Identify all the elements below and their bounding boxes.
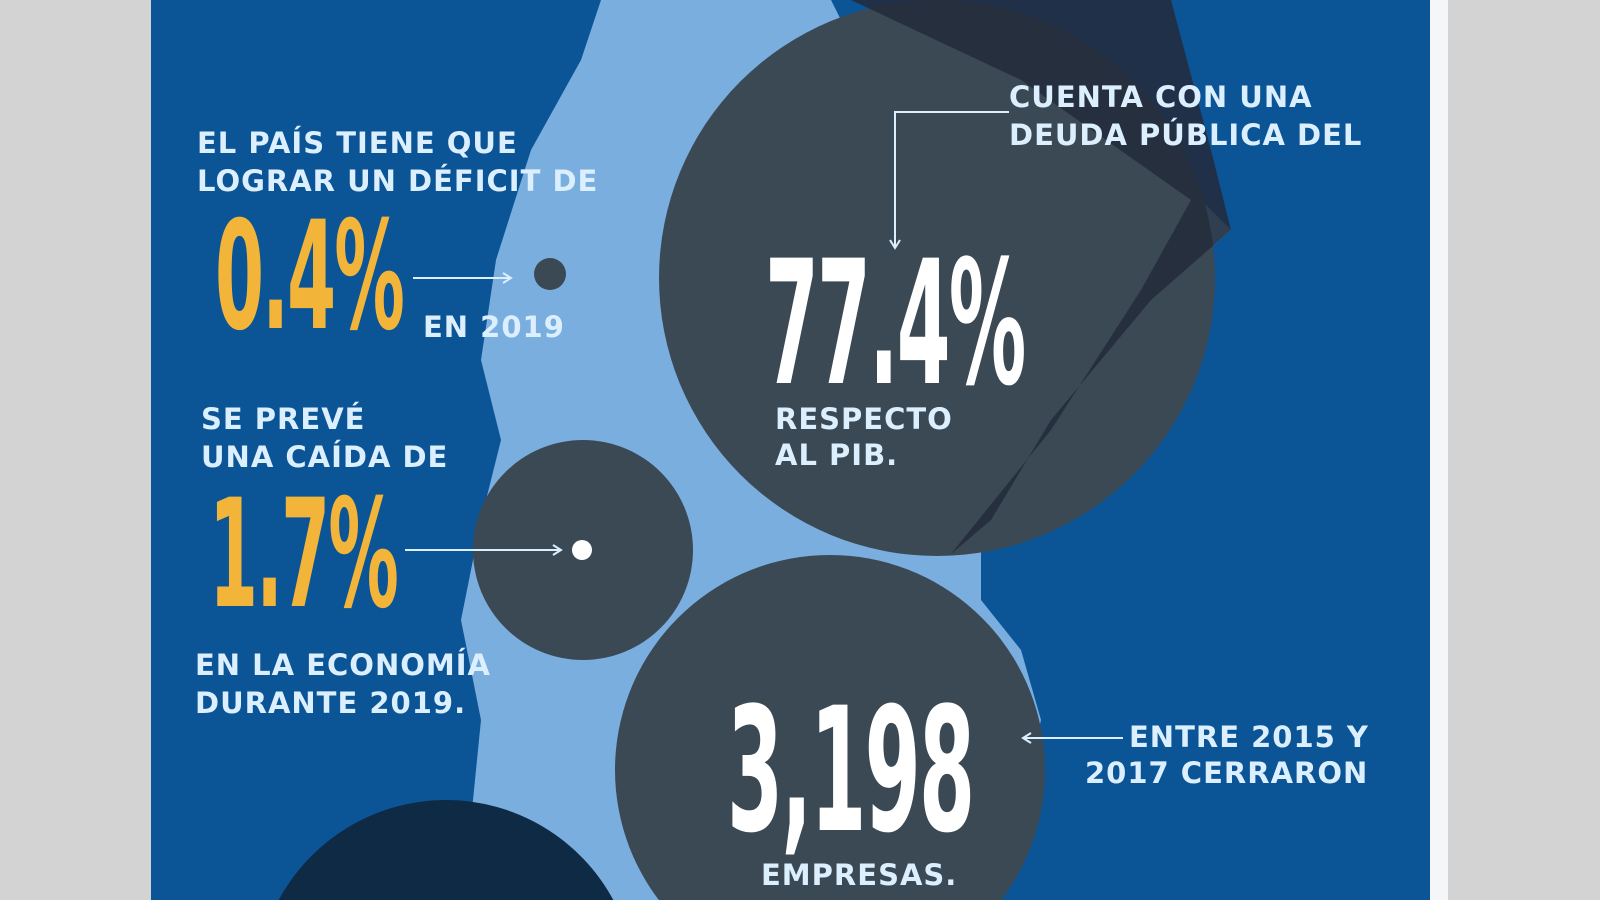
economy-value: 1.7% xyxy=(209,468,399,642)
arrow-companies xyxy=(1021,732,1123,744)
map-dark-region xyxy=(851,0,1231,554)
debt-intro-line-1: CUENTA CON UNA xyxy=(1009,80,1313,114)
infographic-panel: EL PAÍS TIENE QUE LOGRAR UN DÉFICIT DE 0… xyxy=(151,0,1430,900)
arrow-economy xyxy=(405,544,563,556)
circle-companies xyxy=(615,554,1045,900)
deficit-outro: EN 2019 xyxy=(423,310,565,344)
companies-value: 3,198 xyxy=(727,670,975,871)
debt-intro-line-2: DEUDA PÚBLICA DEL xyxy=(1009,118,1363,152)
arrow-deficit xyxy=(413,272,513,284)
companies-intro-line-2: 2017 CERRARON xyxy=(1085,756,1369,790)
deficit-value: 0.4% xyxy=(215,190,405,364)
circle-debt xyxy=(659,0,1215,556)
arrow-debt xyxy=(889,111,1009,250)
country-map-illustration xyxy=(278,0,1231,900)
debt-value: 77.4% xyxy=(765,223,1026,424)
debt-outro-line-1: RESPECTO xyxy=(775,402,953,436)
debt-outro-line-2: AL PIB. xyxy=(775,438,899,472)
economy-outro-line-1: EN LA ECONOMÍA xyxy=(195,648,491,682)
marker-dot-economy xyxy=(572,540,592,560)
marker-dot-deficit xyxy=(534,258,566,290)
economy-intro-line-2: UNA CAÍDA DE xyxy=(201,440,449,474)
image-border xyxy=(1430,0,1448,900)
economy-outro-line-2: DURANTE 2019. xyxy=(195,686,467,720)
deficit-intro-line-1: EL PAÍS TIENE QUE xyxy=(197,126,518,160)
deficit-intro-line-2: LOGRAR UN DÉFICIT DE xyxy=(197,164,599,198)
circle-bottom xyxy=(278,800,614,900)
companies-outro: EMPRESAS. xyxy=(761,858,958,892)
connector-arrows xyxy=(405,111,1123,744)
companies-intro-line-1: ENTRE 2015 Y xyxy=(1129,720,1369,754)
economy-intro-line-1: SE PREVÉ xyxy=(201,402,366,436)
